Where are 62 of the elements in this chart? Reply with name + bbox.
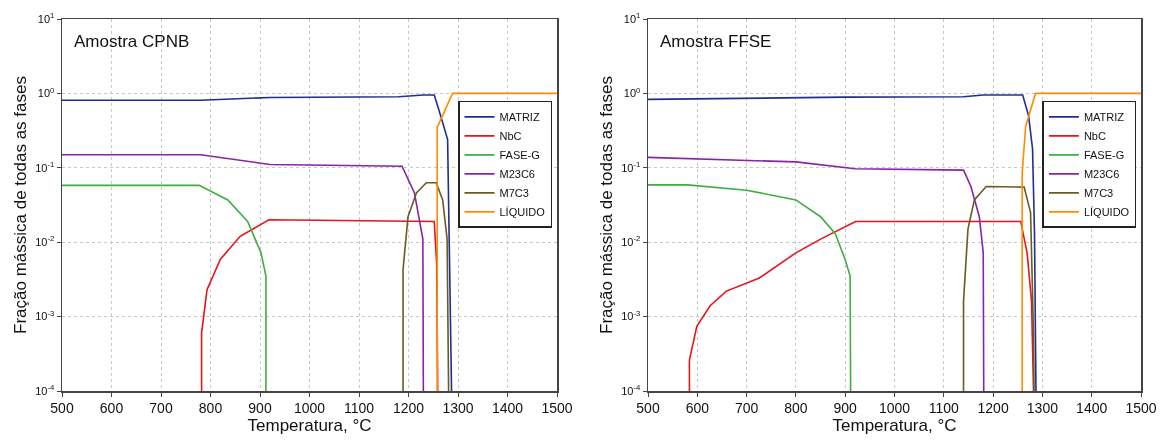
y-tick-label: 10$^{-2}$ xyxy=(35,234,55,249)
x-tick-label: 1000 xyxy=(293,400,326,417)
x-tick-label: 1300 xyxy=(1026,400,1059,417)
line-series xyxy=(62,153,425,391)
x-tick-label: 1000 xyxy=(878,400,911,417)
x-tick-label: 1500 xyxy=(541,400,573,417)
x-tick-label: 1200 xyxy=(977,400,1009,417)
y-tick-label: 10$^{-1}$ xyxy=(35,160,55,174)
x-axis-title: Temperatura, °C xyxy=(832,416,957,436)
x-tick-label: 800 xyxy=(784,400,808,417)
x-tick-label: 1400 xyxy=(491,400,524,417)
legend-label: LÍQUIDO xyxy=(499,206,546,219)
legend-label: M23C6 xyxy=(499,168,535,181)
x-tick-label: 1500 xyxy=(1125,400,1157,417)
text: Amostra CPNB xyxy=(74,32,190,51)
x-tick-label: 1100 xyxy=(928,400,960,417)
legend-label: MATRIZ xyxy=(499,111,540,124)
x-tick-label: 800 xyxy=(198,400,223,417)
y-tick-label: 10$^{-3}$ xyxy=(621,308,641,323)
x-axis-title: Temperatura, °C xyxy=(247,416,372,436)
x-tick-label: 500 xyxy=(50,400,74,417)
y-axis-title: Fração mássica de todas as fases xyxy=(11,76,31,334)
x-tick-label: 1200 xyxy=(392,400,425,417)
legend-label: MATRIZ xyxy=(1083,111,1125,124)
x-tick-label: 900 xyxy=(248,400,272,417)
y-tick-label: 10$^{-2}$ xyxy=(621,234,641,249)
x-tick-label: 500 xyxy=(636,400,660,417)
y-tick-label: 10$^{0}$ xyxy=(37,85,55,100)
line-series xyxy=(648,94,1037,391)
text: Amostra FFSE xyxy=(660,32,772,51)
x-tick-label: 700 xyxy=(734,400,759,417)
x-tick-label: 600 xyxy=(99,400,124,417)
x-tick-label: 1400 xyxy=(1076,400,1108,417)
y-tick-label: 10$^{-1}$ xyxy=(621,160,641,174)
x-tick-label: 600 xyxy=(685,400,710,417)
y-tick-label: 10$^{-4}$ xyxy=(35,383,56,397)
legend-label: LÍQUIDO xyxy=(1083,206,1130,219)
y-tick-label: 10$^{-4}$ xyxy=(621,383,642,397)
line-series xyxy=(688,220,1035,391)
line-series xyxy=(402,181,450,391)
x-tick-label: 900 xyxy=(833,400,858,417)
legend-label: NbC xyxy=(1083,130,1106,143)
legend-label: M23C6 xyxy=(1083,168,1120,181)
legend-label: NbC xyxy=(499,130,522,143)
x-tick-label: 1100 xyxy=(343,400,375,417)
legend-label: FASE-G xyxy=(1083,149,1125,162)
line-series xyxy=(62,184,267,391)
line-series xyxy=(62,94,453,391)
legend-label: M7C3 xyxy=(1083,187,1114,200)
line-series xyxy=(648,156,985,391)
line-series xyxy=(1021,92,1141,391)
x-tick-label: 1300 xyxy=(442,400,474,417)
x-tick-label: 700 xyxy=(149,400,173,417)
y-tick-label: 10$^{-3}$ xyxy=(35,308,55,323)
line-series xyxy=(962,185,1035,391)
y-axis-title: Fração mássica de todas as fases xyxy=(597,76,617,334)
line-series xyxy=(648,184,852,391)
y-tick-label: 10$^{1}$ xyxy=(623,11,641,25)
legend-label: FASE-G xyxy=(499,149,540,162)
y-tick-label: 10$^{0}$ xyxy=(623,85,641,100)
legend-label: M7C3 xyxy=(499,187,529,200)
y-tick-label: 10$^{1}$ xyxy=(37,11,55,25)
